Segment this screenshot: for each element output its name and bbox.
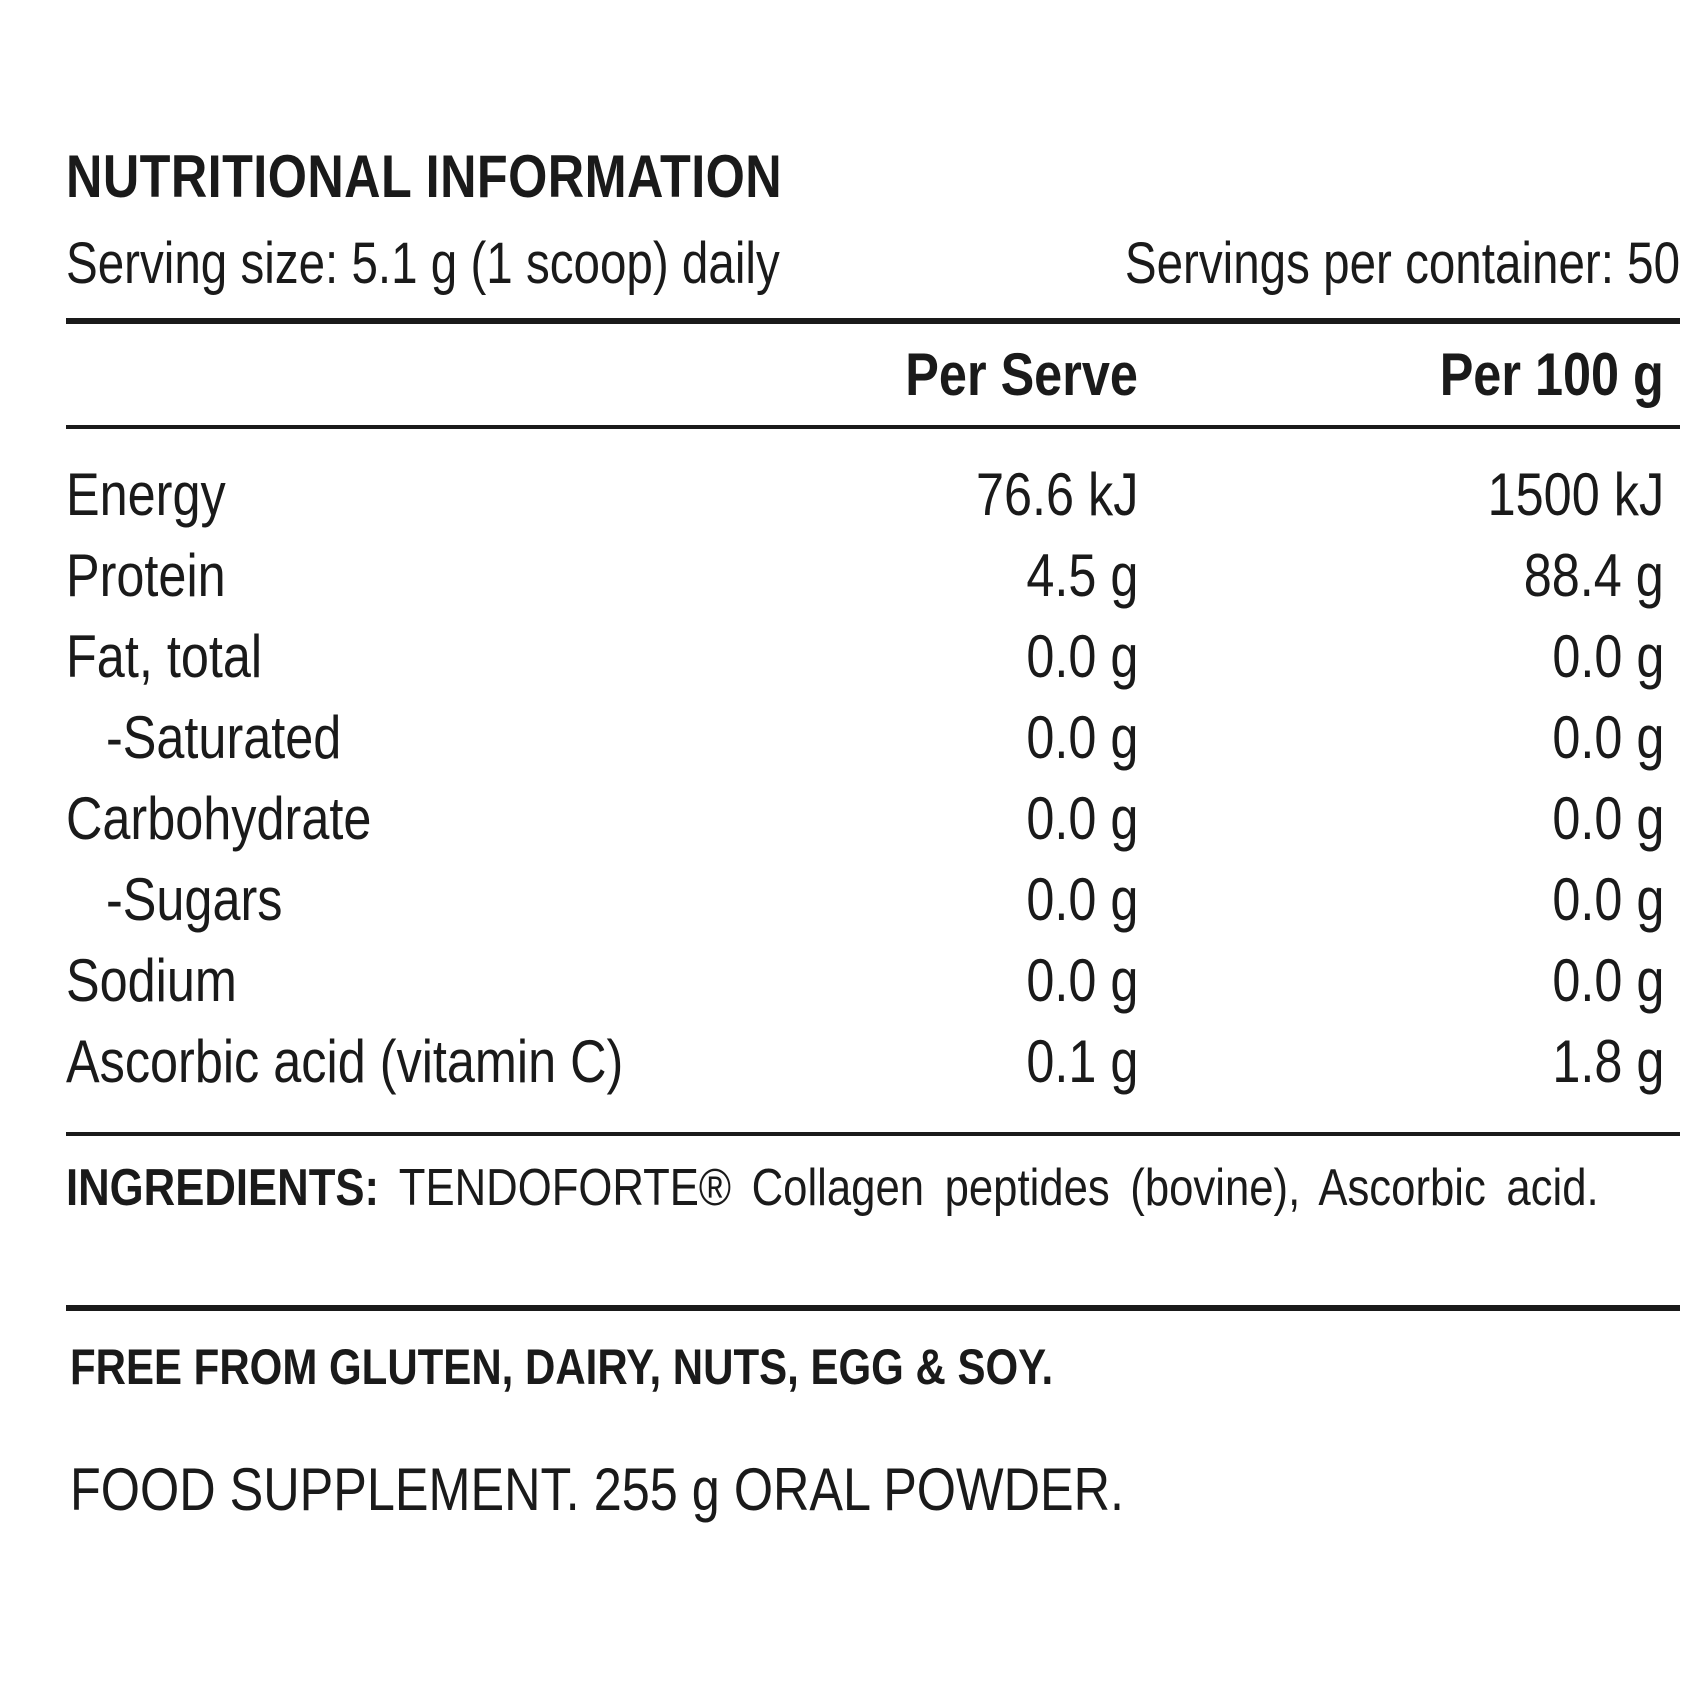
table-row: Energy 76.6 kJ 1500 kJ	[66, 460, 1680, 541]
ingredients-label: INGREDIENTS:	[66, 1159, 380, 1217]
nutrient-per-serve: 4.5 g	[1025, 542, 1138, 609]
nutrient-per-100g: 0.0 g	[1551, 866, 1664, 933]
nutrient-per-100g: 1500 kJ	[1487, 461, 1664, 528]
nutrient-per-serve: 0.1 g	[1025, 1028, 1138, 1095]
divider-ingredients	[66, 1132, 1680, 1136]
nutrient-per-100g: 88.4 g	[1523, 542, 1664, 609]
label-title: NUTRITIONAL INFORMATION	[66, 143, 783, 210]
nutrient-per-100g: 0.0 g	[1551, 623, 1664, 690]
nutrient-name: Energy	[66, 461, 226, 528]
table-row: -Sugars 0.0 g 0.0 g	[66, 865, 1680, 946]
nutrient-name: Fat, total	[66, 623, 263, 690]
table-row: -Saturated 0.0 g 0.0 g	[66, 703, 1680, 784]
nutrition-label: NUTRITIONAL INFORMATION Serving size: 5.…	[66, 0, 1680, 1701]
nutrient-per-100g: 0.0 g	[1551, 704, 1664, 771]
supplement-statement: FOOD SUPPLEMENT. 255 g ORAL POWDER.	[70, 1456, 1125, 1523]
nutrient-per-serve: 0.0 g	[1025, 947, 1138, 1014]
nutrient-table: Energy 76.6 kJ 1500 kJ Protein 4.5 g 88.…	[66, 460, 1680, 1108]
nutrient-name: -Sugars	[106, 866, 283, 933]
divider-header	[66, 425, 1680, 429]
nutrient-name: Carbohydrate	[66, 785, 372, 852]
servings-per-container: Servings per container: 50	[1124, 231, 1680, 296]
nutrient-per-serve: 0.0 g	[1025, 866, 1138, 933]
column-header-per-serve: Per Serve	[905, 341, 1138, 408]
table-row: Ascorbic acid (vitamin C) 0.1 g 1.8 g	[66, 1027, 1680, 1108]
table-row: Protein 4.5 g 88.4 g	[66, 541, 1680, 622]
table-row: Sodium 0.0 g 0.0 g	[66, 946, 1680, 1027]
nutrient-name: Ascorbic acid (vitamin C)	[66, 1028, 624, 1095]
nutrient-per-serve: 0.0 g	[1025, 623, 1138, 690]
nutrient-per-serve: 76.6 kJ	[975, 461, 1138, 528]
divider-allergens	[66, 1305, 1680, 1311]
nutrient-per-100g: 1.8 g	[1551, 1028, 1664, 1095]
nutrient-per-serve: 0.0 g	[1025, 785, 1138, 852]
column-header-per-100g: Per 100 g	[1439, 341, 1664, 408]
nutrient-per-100g: 0.0 g	[1551, 947, 1664, 1014]
serving-size: Serving size: 5.1 g (1 scoop) daily	[66, 231, 780, 296]
divider-top	[66, 318, 1680, 324]
nutrient-name: Sodium	[66, 947, 237, 1014]
ingredients-block: INGREDIENTS: TENDOFORTE® Collagen peptid…	[66, 1154, 1662, 1222]
nutrient-name: Protein	[66, 542, 226, 609]
nutrient-per-100g: 0.0 g	[1551, 785, 1664, 852]
nutrient-name: -Saturated	[106, 704, 342, 771]
ingredients-text: TENDOFORTE® Collagen peptides (bovine), …	[398, 1159, 1599, 1217]
table-row: Fat, total 0.0 g 0.0 g	[66, 622, 1680, 703]
allergen-statement: FREE FROM GLUTEN, DAIRY, NUTS, EGG & SOY…	[70, 1339, 1054, 1395]
nutrient-per-serve: 0.0 g	[1025, 704, 1138, 771]
table-row: Carbohydrate 0.0 g 0.0 g	[66, 784, 1680, 865]
